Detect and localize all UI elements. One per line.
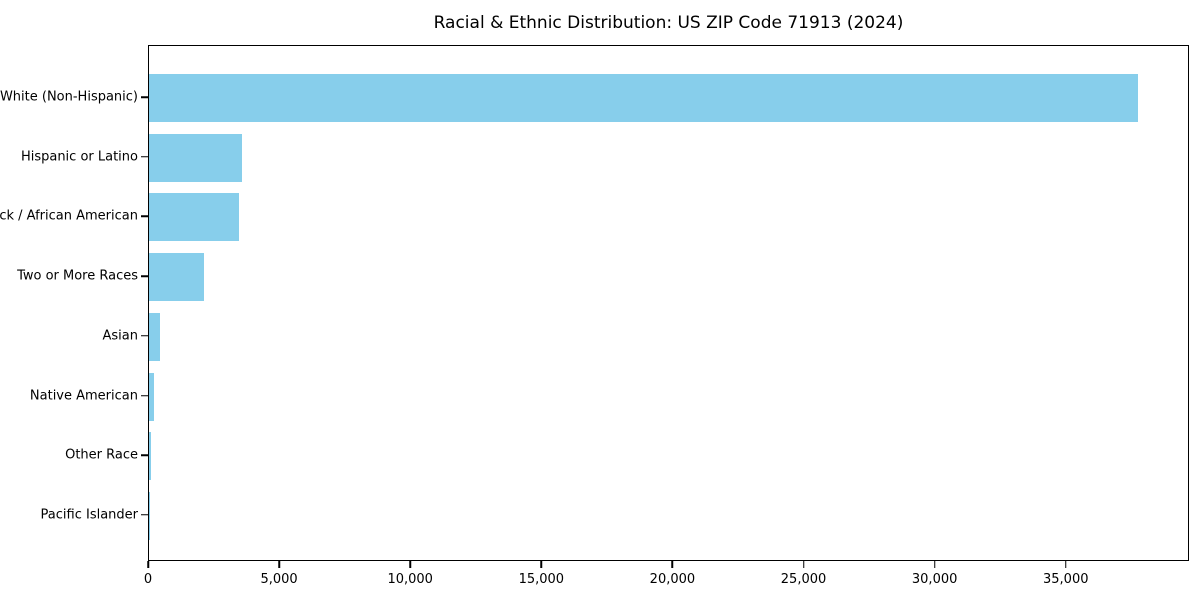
x-tick-label: 20,000: [649, 572, 696, 587]
x-tick-mark: [671, 561, 674, 568]
y-tick-mark: [141, 215, 148, 218]
y-tick-mark: [141, 335, 148, 337]
x-tick-label: 30,000: [911, 572, 958, 587]
bar: [149, 133, 243, 182]
plot-area: [148, 45, 1189, 561]
y-tick-mark: [141, 275, 148, 277]
y-tick-label: Other Race: [65, 447, 138, 463]
y-tick-label: Black / African American: [0, 208, 138, 224]
x-tick-mark: [278, 561, 280, 568]
x-tick-mark: [147, 561, 149, 568]
x-tick-mark: [540, 561, 543, 568]
bar: [149, 74, 1138, 122]
y-tick-mark: [141, 514, 148, 516]
y-tick-label: Asian: [102, 328, 138, 344]
bar: [149, 253, 205, 302]
x-tick-label: 0: [143, 572, 153, 587]
bar: [149, 312, 160, 361]
x-tick-mark: [802, 561, 805, 568]
x-tick-mark: [933, 561, 936, 568]
bar: [149, 432, 151, 481]
x-tick-label: 15,000: [518, 572, 565, 587]
y-tick-mark: [141, 394, 148, 397]
y-tick-mark: [141, 96, 148, 98]
x-tick-label: 5,000: [260, 572, 298, 587]
x-tick-mark: [409, 561, 411, 568]
y-tick-label: Hispanic or Latino: [20, 149, 138, 165]
chart-title: Racial & Ethnic Distribution: US ZIP Cod…: [433, 13, 904, 33]
x-tick-label: 10,000: [387, 572, 433, 587]
x-tick-label: 25,000: [780, 572, 827, 587]
bar: [149, 193, 240, 242]
bar: [149, 372, 154, 421]
y-tick-label: Native American: [29, 388, 138, 404]
x-tick-label: 35,000: [1043, 572, 1089, 587]
x-tick-mark: [1065, 561, 1067, 568]
y-tick-label: Pacific Islander: [40, 507, 138, 523]
y-tick-label: Two or More Races: [17, 268, 138, 284]
bar: [149, 491, 150, 540]
y-tick-mark: [141, 155, 148, 158]
y-tick-mark: [141, 454, 148, 456]
y-tick-label: White (Non-Hispanic): [0, 89, 138, 105]
